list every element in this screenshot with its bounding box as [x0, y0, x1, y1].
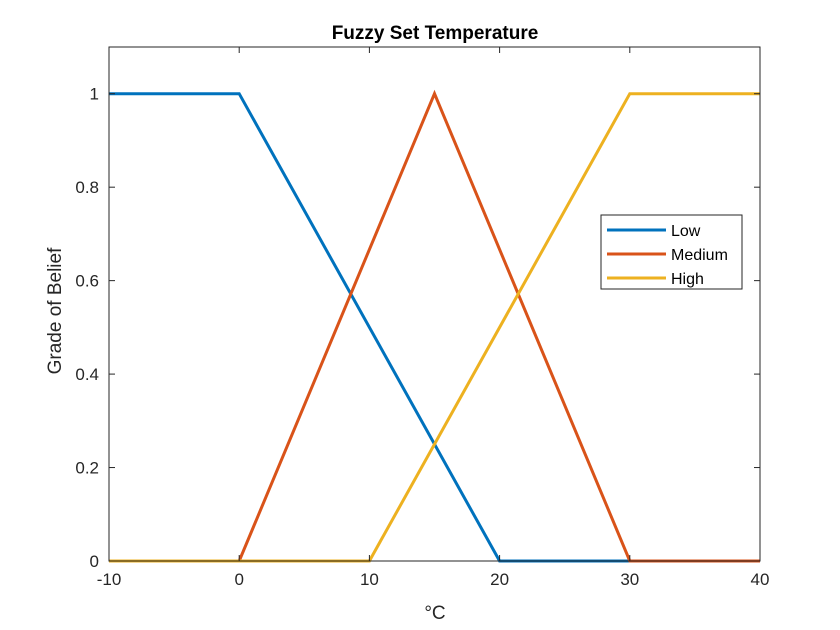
x-tick-label: 10 [360, 570, 379, 589]
y-tick-label: 0.2 [75, 459, 99, 478]
y-tick-label: 1 [90, 85, 99, 104]
y-tick-label: 0.6 [75, 272, 99, 291]
legend-label-low: Low [671, 223, 701, 240]
legend: Low Medium High [600, 214, 743, 290]
x-tick-label: 40 [751, 570, 770, 589]
y-tick-label: 0 [90, 552, 99, 571]
legend-label-medium: Medium [671, 247, 728, 264]
plot-background [109, 47, 760, 561]
y-tick-label: 0.4 [75, 365, 99, 384]
x-tick-label: 20 [490, 570, 509, 589]
x-tick-label: -10 [97, 570, 122, 589]
x-tick-label: 30 [620, 570, 639, 589]
chart-title: Fuzzy Set Temperature [332, 23, 539, 44]
legend-label-high: High [671, 271, 704, 288]
y-axis-label: Grade of Belief [45, 247, 66, 374]
axes-box [108, 46, 761, 562]
x-axis-label: °C [424, 603, 445, 624]
x-tick-label: 0 [234, 570, 243, 589]
plot-area [109, 47, 760, 561]
y-tick-label: 0.8 [75, 178, 99, 197]
